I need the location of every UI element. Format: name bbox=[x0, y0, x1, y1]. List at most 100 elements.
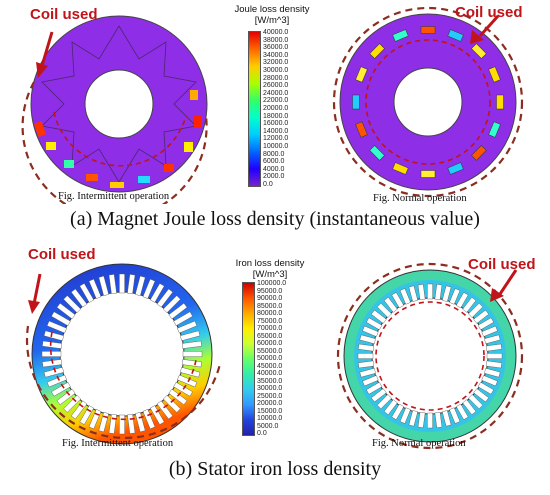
hot-magnets-left bbox=[33, 90, 202, 188]
stator-slot bbox=[371, 309, 387, 324]
colorbar-tick-label: 12000.0 bbox=[263, 135, 289, 143]
colorbar-tick-label: 10000.0 bbox=[257, 415, 283, 422]
rotor-bore bbox=[84, 69, 154, 139]
stator-slot bbox=[56, 388, 76, 406]
stator-slot bbox=[455, 403, 469, 420]
rotor-bore bbox=[393, 67, 463, 137]
stator-slot bbox=[358, 343, 375, 352]
colorbar-tick-label: 28000.0 bbox=[263, 74, 289, 82]
colorbar-tick-label: 35000.0 bbox=[257, 377, 283, 385]
colorbar-tick-label: 6000.0 bbox=[263, 158, 285, 166]
stator-slot bbox=[163, 395, 181, 413]
stator-slot bbox=[485, 343, 502, 352]
stator-slot bbox=[391, 403, 405, 420]
colorbar-tick-label: 5000.0 bbox=[257, 422, 279, 430]
colorbar-tick-label: 65000.0 bbox=[257, 332, 283, 340]
magnet-segment bbox=[369, 145, 385, 161]
stator-slot bbox=[63, 295, 81, 313]
stator-slot bbox=[135, 275, 146, 296]
stator-slot bbox=[163, 295, 181, 313]
caption-b: (b) Stator iron loss density bbox=[168, 458, 382, 480]
stator-slot bbox=[70, 400, 88, 420]
stator-slot bbox=[473, 388, 489, 403]
colorbar-ticks-top: 40000.0 38000.0 36000.0 34000.0 32000.0 30000… bbox=[263, 29, 323, 189]
coil-arrow-head bbox=[28, 300, 40, 314]
rotor-intermittent-diagram bbox=[21, 15, 208, 204]
colorbar-tick-label: 20000.0 bbox=[257, 400, 283, 407]
stator-slot bbox=[51, 381, 71, 397]
stator-slot bbox=[98, 275, 109, 296]
stator-slot bbox=[177, 320, 198, 334]
colorbar-tick-label: 30000.0 bbox=[263, 67, 289, 74]
magnet-segment bbox=[392, 29, 409, 42]
stator-slot bbox=[441, 410, 452, 427]
colorbar-tick-label: 40000.0 bbox=[257, 370, 283, 377]
coil-ring-dashed bbox=[336, 262, 524, 450]
stator-slot bbox=[127, 274, 136, 295]
stator-slot bbox=[366, 381, 383, 395]
stator-slot bbox=[46, 320, 67, 334]
stator-slot bbox=[149, 405, 165, 425]
magnet-segment bbox=[488, 66, 501, 83]
stator-slot bbox=[427, 412, 433, 429]
stator-slot bbox=[485, 360, 502, 369]
colorbar-top bbox=[248, 31, 261, 187]
fig-caption-top-right: Fig. Normal operation bbox=[373, 193, 467, 204]
stator-slot bbox=[449, 288, 461, 305]
stator-slot bbox=[427, 283, 433, 300]
stator-slot bbox=[481, 325, 498, 337]
coil-ring-dashed bbox=[332, 6, 524, 198]
stator-slot bbox=[119, 273, 125, 294]
fig-caption-bottom-right: Fig. Normal operation bbox=[372, 438, 466, 449]
stator-slot bbox=[399, 288, 411, 305]
colorbar-tick-label: 32000.0 bbox=[263, 59, 289, 67]
inner-ring-dashed bbox=[375, 301, 485, 411]
stator-slot bbox=[371, 388, 387, 403]
magnet-segment bbox=[355, 121, 368, 138]
stator-slot bbox=[477, 317, 494, 331]
fig-caption-top-left: Fig. Intermittent operation bbox=[58, 191, 170, 202]
stator-slot bbox=[455, 292, 469, 309]
stator-slot bbox=[376, 394, 392, 410]
legend-title-bottom: Iron loss density [W/m^3] bbox=[222, 258, 318, 280]
magnet-segment bbox=[420, 170, 436, 178]
stator-slot bbox=[399, 407, 411, 424]
colorbar-tick-label: 60000.0 bbox=[257, 340, 283, 347]
stator-slot bbox=[149, 283, 165, 303]
magnet-segment bbox=[352, 94, 360, 110]
legend-title-top: Joule loss density [W/m^3] bbox=[224, 4, 320, 26]
colorbar-tick-label: 15000.0 bbox=[257, 407, 283, 415]
legend-title-bottom-text: Iron loss density bbox=[235, 258, 305, 269]
stator-slot bbox=[51, 311, 71, 327]
stator-slot bbox=[168, 302, 188, 320]
colorbar-tick-label: 24000.0 bbox=[263, 89, 289, 97]
colorbar-tick-label: 45000.0 bbox=[257, 362, 283, 370]
stator-slot bbox=[135, 412, 146, 433]
coil-used-label-top-left: Coil used bbox=[30, 6, 98, 23]
colorbar-tick-label: 95000.0 bbox=[257, 287, 283, 295]
stator-slot bbox=[366, 317, 383, 331]
stator-slot bbox=[417, 284, 426, 301]
colorbar-tick-label: 8000.0 bbox=[263, 150, 285, 158]
stator-slot bbox=[156, 288, 174, 308]
magnet-segment bbox=[420, 26, 436, 34]
inner-ring-dashed bbox=[365, 39, 491, 165]
stator-slot bbox=[43, 330, 64, 341]
colorbar-tick-label: 30000.0 bbox=[257, 385, 283, 392]
coil-arc-dashed bbox=[21, 81, 208, 204]
magnet-segment bbox=[496, 94, 504, 110]
coil-arrow-head bbox=[36, 62, 48, 78]
colorbar-tick-label: 10000.0 bbox=[263, 143, 289, 150]
stator-slot bbox=[182, 351, 203, 357]
stator-slot bbox=[70, 288, 88, 308]
colorbar-tick-label: 4000.0 bbox=[263, 165, 285, 173]
stator-slot bbox=[181, 340, 202, 349]
stator-slot bbox=[88, 278, 102, 299]
magnet-segment bbox=[471, 145, 487, 161]
stator-slot bbox=[142, 409, 156, 430]
stator-slots bbox=[41, 273, 203, 435]
coil-used-label-bottom-right: Coil used bbox=[468, 256, 536, 273]
legend-unit-top: [W/m^3] bbox=[254, 15, 290, 26]
stator-slot bbox=[484, 367, 501, 378]
inner-arc-dashed bbox=[53, 111, 187, 167]
